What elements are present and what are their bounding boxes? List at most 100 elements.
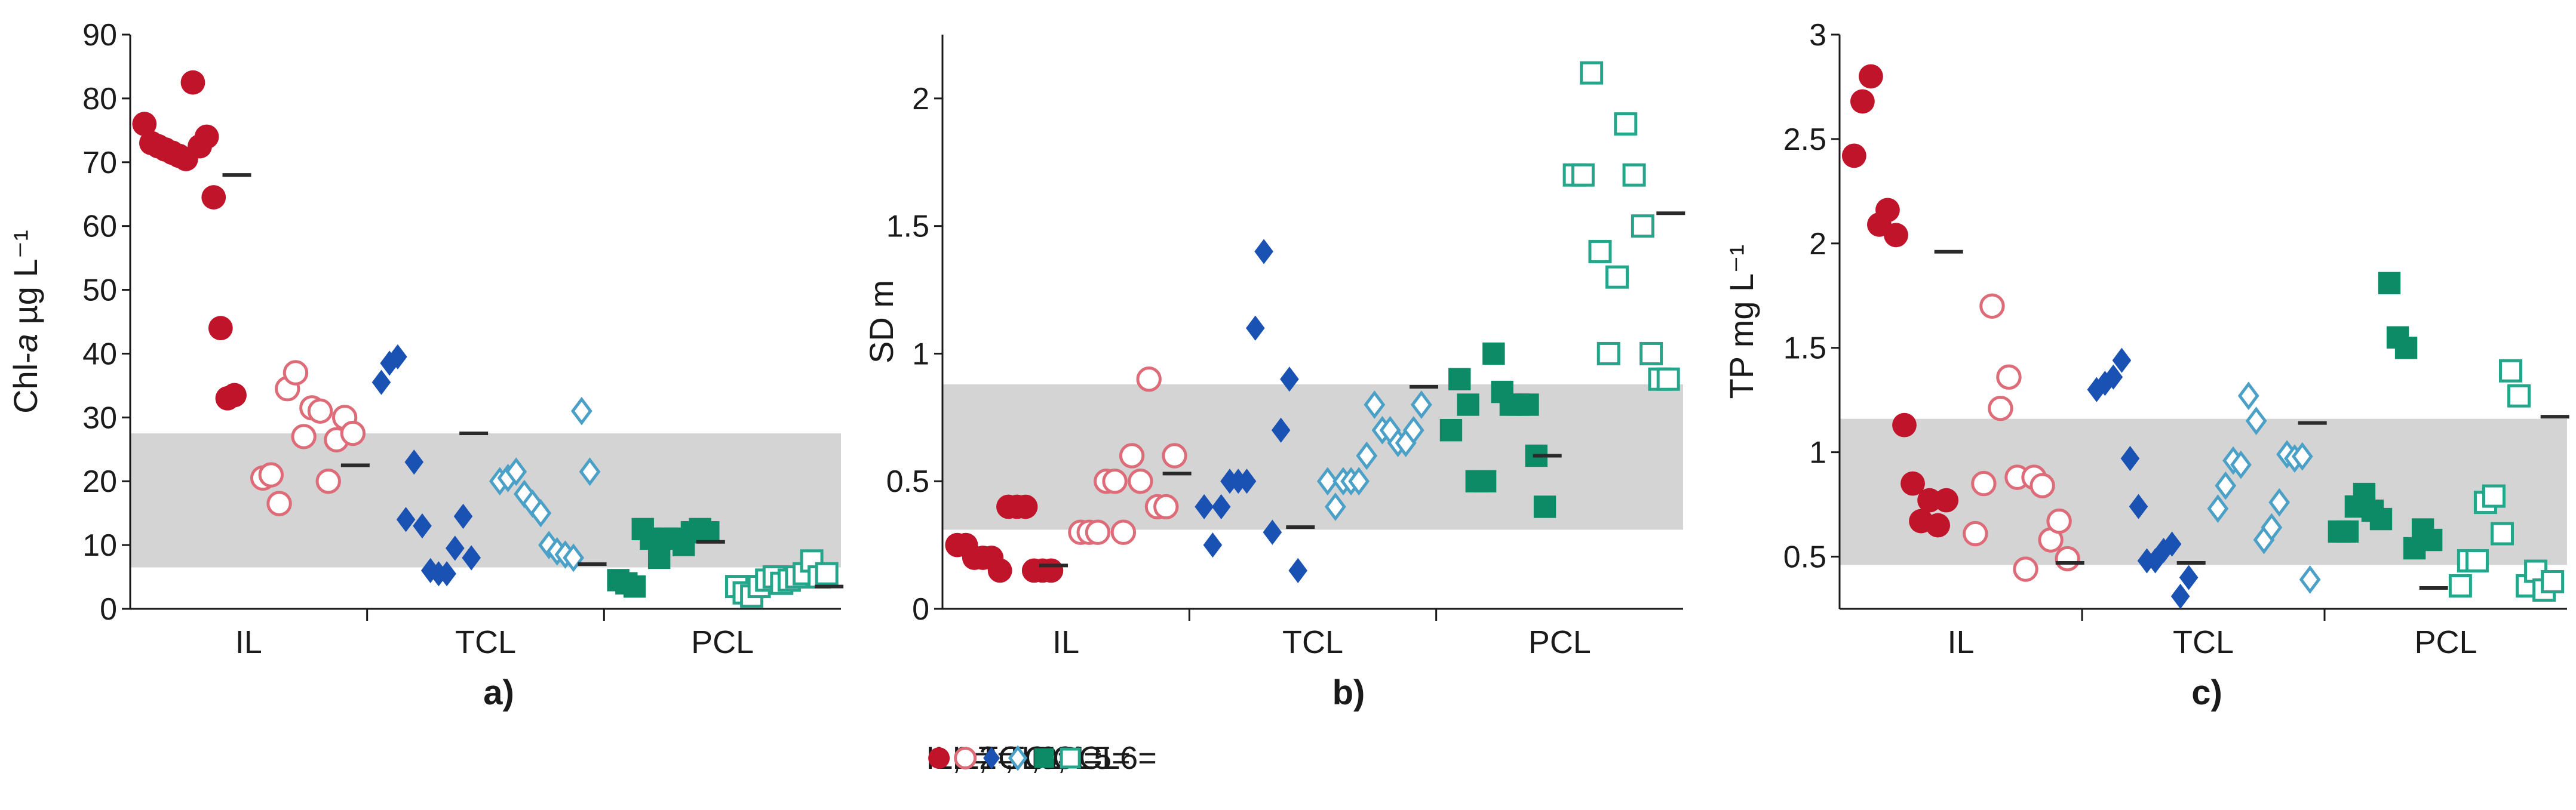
reference-band [130, 433, 841, 568]
y-tick-label: 1.5 [886, 210, 929, 244]
data-point-pcl6 [1580, 61, 1604, 85]
data-point-il2 [1988, 395, 2013, 421]
y-tick-label: 40 [82, 337, 117, 371]
category-label: PCL [691, 624, 754, 660]
data-point-il1 [132, 112, 157, 137]
category-label: IL [1052, 624, 1079, 660]
data-point-tcl4 [1348, 467, 1370, 496]
y-tick-label: 1 [1809, 436, 1826, 470]
data-point-tcl3 [396, 507, 416, 532]
data-point-tcl3 [371, 369, 391, 395]
data-point-il1 [987, 558, 1012, 583]
data-point-pcl6 [1596, 341, 1620, 365]
category-label: PCL [2414, 624, 2477, 660]
data-point-il1 [1934, 488, 1959, 513]
data-point-il1 [1859, 64, 1883, 89]
category-label: TCL [455, 624, 516, 660]
data-point-il1 [1926, 513, 1951, 538]
data-point-tcl4 [530, 498, 552, 528]
y-axis-title: Chl-a µg L⁻¹ [7, 230, 44, 414]
data-point-tcl3 [445, 535, 465, 561]
data-point-il1 [201, 185, 226, 210]
data-point-tcl3 [2104, 364, 2123, 390]
data-point-il2 [283, 360, 309, 386]
data-point-il2 [1979, 293, 2005, 319]
data-point-pcl5 [1448, 368, 1471, 390]
y-tick-label: 0 [100, 592, 117, 627]
data-point-tcl4 [2291, 442, 2313, 471]
data-point-tcl3 [2162, 531, 2182, 557]
panel-b: 0 0.5 1 1.5 2 IL TCL PCL SD m b) [862, 35, 1685, 712]
data-point-il1 [1884, 223, 1908, 248]
panel-label: b) [1332, 673, 1365, 712]
data-point-il1 [1850, 89, 1875, 114]
panel-label: a) [483, 673, 514, 712]
data-point-pcl6 [1622, 163, 1646, 187]
data-point-il2 [291, 424, 317, 449]
y-tick-label: 10 [82, 528, 117, 563]
data-point-il2 [307, 398, 333, 424]
data-point-tcl3 [1271, 417, 1291, 443]
data-point-tcl4 [1316, 467, 1338, 496]
y-tick-label: 0 [912, 592, 929, 627]
y-tick-label: 2 [912, 82, 929, 116]
data-point-il2 [258, 462, 284, 488]
legend-marker-il2 [954, 747, 977, 769]
data-point-tcl4 [2230, 450, 2252, 479]
data-point-tcl3 [1195, 494, 1214, 520]
data-point-pcl6 [1605, 265, 1629, 289]
data-point-tcl4 [1364, 390, 1386, 419]
legend-marker-pcl5 [1034, 748, 1054, 768]
y-tick-label: 0.5 [886, 464, 929, 499]
data-point-il2 [1136, 366, 1162, 392]
data-point-il2 [1119, 443, 1145, 469]
y-tick-label: 2 [1809, 227, 1826, 261]
data-point-pcl6 [1631, 214, 1654, 238]
data-point-pcl6 [1571, 163, 1595, 187]
legend-marker-pcl6 [1060, 747, 1081, 769]
data-point-il2 [2046, 508, 2072, 534]
category-label: IL [1947, 624, 1974, 660]
data-point-pcl6 [2465, 549, 2489, 573]
data-point-pcl5 [2420, 528, 2443, 552]
data-point-il1 [1900, 471, 1925, 496]
data-point-il2 [1102, 469, 1128, 494]
data-point-il2 [1996, 364, 2022, 390]
legend-separator: , [978, 740, 987, 776]
y-tick-label: 20 [82, 464, 117, 499]
data-point-tcl3 [1288, 558, 1308, 583]
data-point-il1 [1875, 198, 1900, 223]
data-point-tcl3 [2170, 583, 2190, 609]
data-point-tcl3 [2179, 565, 2199, 590]
data-point-il1 [208, 316, 233, 341]
data-point-pcl5 [2336, 520, 2359, 543]
data-point-il2 [266, 491, 292, 516]
data-point-tcl4 [579, 457, 601, 486]
y-tick-label: 80 [82, 82, 117, 116]
data-point-tcl3 [2129, 494, 2148, 519]
data-point-il1 [222, 383, 247, 408]
data-point-il1 [194, 124, 219, 149]
data-point-pcl6 [2490, 522, 2514, 546]
data-point-il1 [1013, 494, 1038, 519]
data-point-tcl4 [1324, 492, 1346, 521]
y-tick-label: 1 [912, 337, 929, 371]
data-point-pcl6 [1639, 341, 1663, 365]
data-point-tcl3 [2112, 347, 2132, 373]
data-point-tcl3 [388, 344, 407, 369]
data-point-tcl3 [437, 561, 456, 587]
data-point-il2 [2013, 556, 2038, 582]
data-point-tcl3 [1280, 366, 1299, 392]
y-tick-label: 60 [82, 210, 117, 244]
legend-marker-tcl3 [983, 747, 1000, 769]
data-point-il2 [2055, 546, 2080, 572]
data-point-pcl6 [815, 562, 839, 586]
data-point-tcl4 [2261, 513, 2283, 542]
data-point-pcl5 [1473, 470, 1497, 492]
data-point-tcl3 [1237, 469, 1257, 494]
data-point-pcl5 [1533, 495, 1556, 518]
category-label: TCL [1282, 624, 1343, 660]
data-point-pcl5 [1439, 419, 1463, 442]
data-point-il2 [340, 420, 366, 446]
